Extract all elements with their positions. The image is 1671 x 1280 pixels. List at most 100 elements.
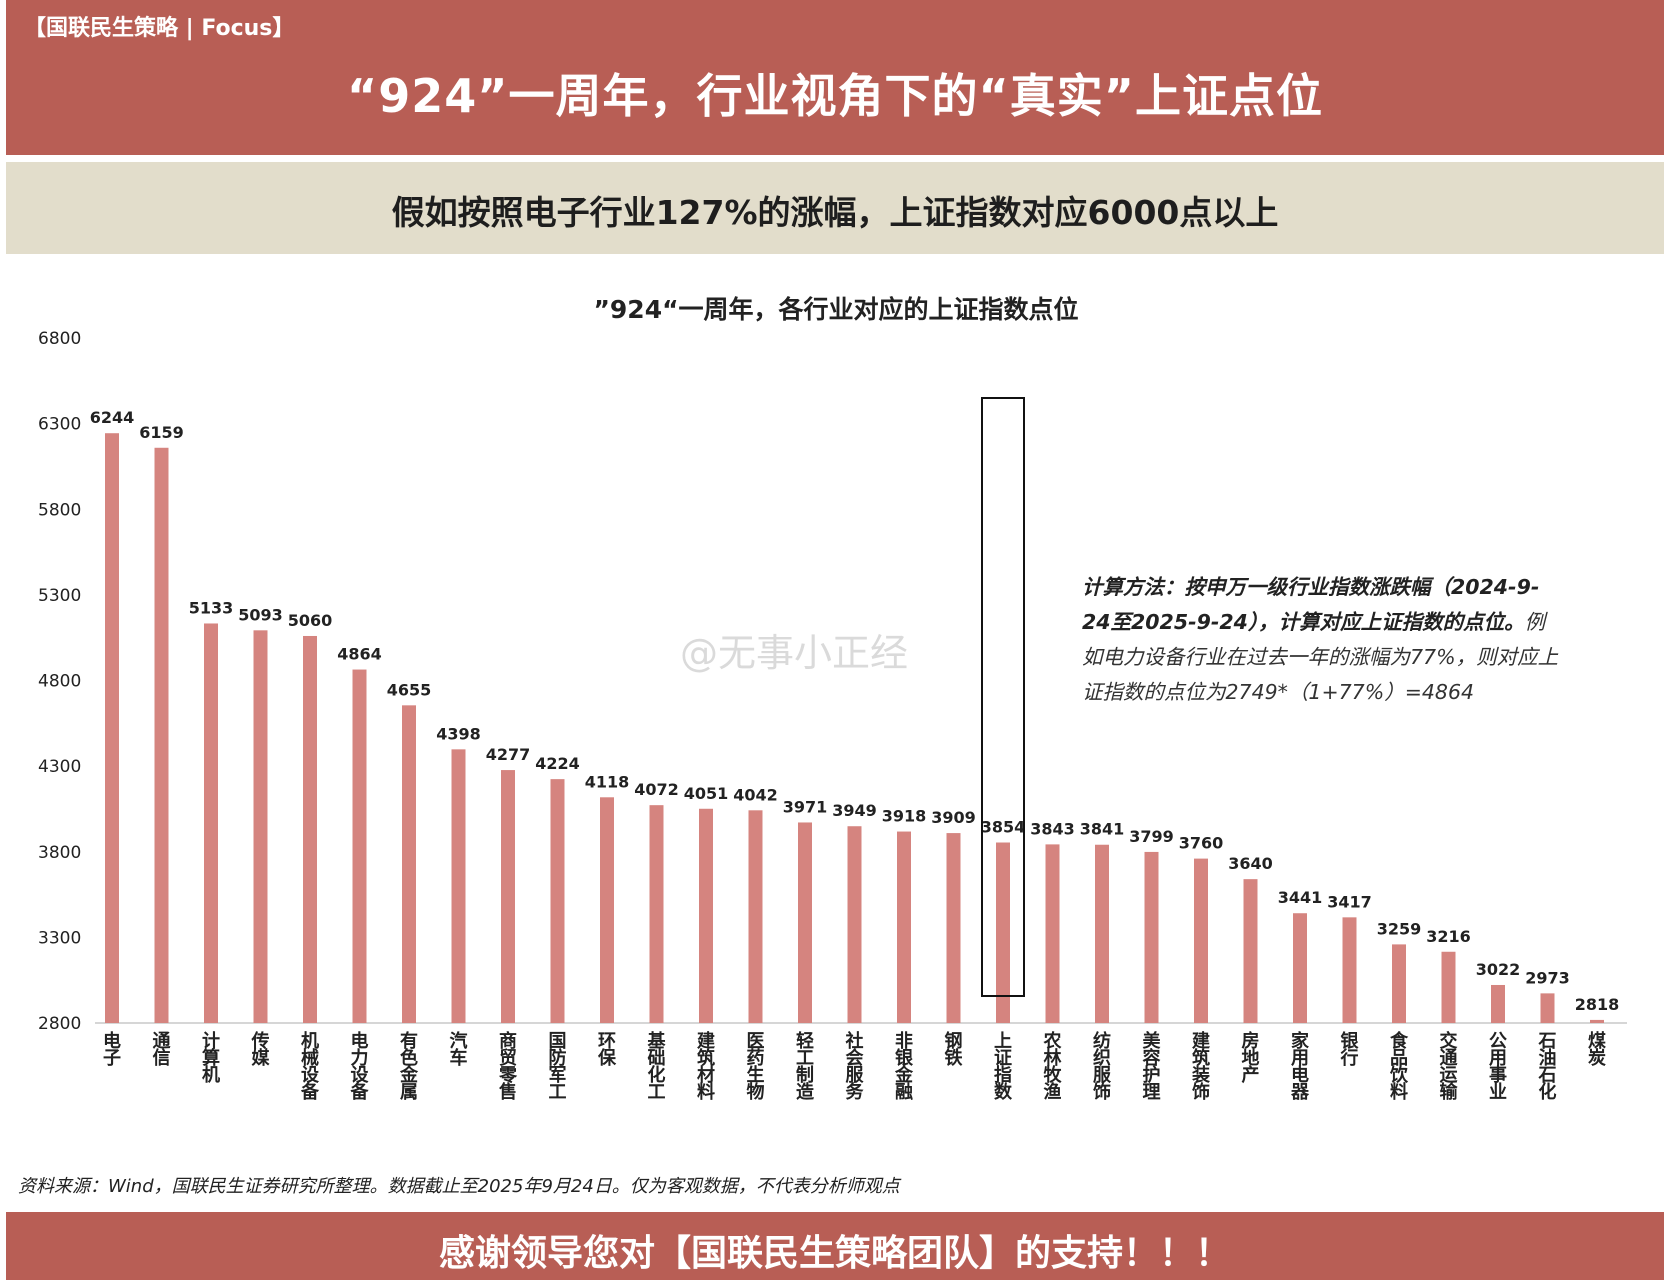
- data-label: 3918: [882, 807, 927, 826]
- category-label: 环保: [597, 1031, 617, 1069]
- method-note-text: 例如电力设备行业在过去一年的涨幅为77%，则对应上证指数的点位为2749*（1+…: [1082, 610, 1559, 704]
- data-label: 3417: [1327, 892, 1372, 911]
- bar: [501, 770, 515, 1023]
- y-tick-label: 5300: [38, 586, 81, 606]
- category-label: 农林牧渔: [1043, 1030, 1063, 1103]
- data-label: 3441: [1278, 888, 1323, 907]
- bar: [550, 779, 565, 1023]
- bar: [600, 797, 614, 1023]
- bar: [946, 833, 961, 1023]
- category-label: 通信: [153, 1031, 171, 1069]
- category-label: 钢铁: [945, 1030, 963, 1069]
- brand-tag: 【国联民生策略 | Focus】: [24, 16, 295, 41]
- data-label: 5093: [238, 605, 283, 624]
- subtitle-band: 假如按照电子行业127%的涨幅，上证指数对应6000点以上: [6, 162, 1664, 254]
- category-label: 传媒: [251, 1030, 271, 1069]
- data-label: 3799: [1129, 827, 1174, 846]
- bar: [1144, 851, 1159, 1023]
- data-label: 3949: [832, 801, 877, 820]
- category-label: 美容护理: [1143, 1030, 1161, 1103]
- data-label: 3760: [1179, 834, 1224, 853]
- category-label: 电力设备: [350, 1030, 370, 1103]
- data-label: 3843: [1030, 819, 1075, 838]
- thanks-text: 感谢领导您对【国联民生策略团队】的支持！！！: [438, 1233, 1231, 1274]
- data-label: 6159: [139, 423, 184, 442]
- data-label: 4072: [634, 780, 679, 799]
- category-label: 上证指数: [994, 1031, 1013, 1103]
- bar: [897, 831, 911, 1023]
- data-label: 3640: [1228, 854, 1273, 873]
- data-label: 4864: [337, 645, 382, 664]
- subtitle: 假如按照电子行业127%的涨幅，上证指数对应6000点以上: [391, 193, 1279, 232]
- bar: [1392, 944, 1406, 1023]
- bar: [352, 669, 367, 1023]
- data-label: 4655: [387, 680, 432, 699]
- data-label: 5060: [288, 611, 333, 630]
- data-label: 3971: [783, 797, 828, 816]
- data-label: 3216: [1426, 927, 1471, 946]
- page-title: “924”一周年，行业视角下的“真实”上证点位: [347, 69, 1323, 123]
- category-label: 电子: [103, 1030, 121, 1069]
- bar: [699, 808, 713, 1023]
- bar-chart: ”924“一周年，各行业对应的上证指数点位 2800 3300 3800 4300 480…: [38, 295, 1627, 1103]
- bar: [798, 822, 812, 1023]
- bar: [1590, 1019, 1604, 1023]
- category-label: 建筑装饰: [1192, 1030, 1210, 1103]
- bar: [1540, 993, 1555, 1023]
- category-label: 基础化工: [647, 1030, 667, 1103]
- data-label: 6244: [90, 408, 135, 427]
- bottom-banner: 感谢领导您对【国联民生策略团队】的支持！！！: [6, 1212, 1664, 1280]
- bar: [996, 842, 1010, 1023]
- data-label: 3909: [931, 808, 976, 827]
- bar: [649, 805, 664, 1023]
- category-label: 国防军工: [549, 1031, 567, 1103]
- category-label: 交通运输: [1440, 1030, 1459, 1103]
- data-label: 2818: [1575, 995, 1620, 1014]
- bar: [1491, 984, 1505, 1023]
- category-label: 公用事业: [1489, 1031, 1507, 1103]
- y-tick-label: 3800: [38, 843, 81, 863]
- bar: [1243, 879, 1258, 1023]
- data-label: 4277: [486, 745, 531, 764]
- y-tick-label: 5800: [38, 500, 81, 520]
- bar: [105, 433, 119, 1024]
- method-note: 计算方法：按申万一级行业指数涨跌幅（2024-9-24至2025-9-24），计…: [1082, 570, 1562, 710]
- data-label: 4224: [535, 754, 580, 773]
- y-tick-label: 6300: [38, 415, 81, 435]
- y-tick-label: 2800: [38, 1014, 81, 1034]
- data-label: 2973: [1525, 968, 1570, 987]
- category-label: 社会服务: [846, 1030, 865, 1103]
- bar: [1045, 844, 1060, 1023]
- y-tick-label: 6800: [38, 329, 81, 349]
- bar: [1441, 951, 1456, 1023]
- category-label: 银行: [1340, 1030, 1360, 1069]
- data-label: 3854: [981, 818, 1026, 837]
- bar: [451, 749, 466, 1023]
- data-label: 4051: [684, 784, 729, 803]
- source-note: 资料来源：Wind，国联民生证券研究所整理。数据截止至2025年9月24日。仅为…: [18, 1176, 900, 1197]
- category-label: 机械设备: [300, 1031, 320, 1103]
- y-tick-label: 3300: [38, 928, 81, 948]
- top-banner: 【国联民生策略 | Focus】 “924”一周年，行业视角下的“真实”上证点位: [6, 0, 1664, 155]
- category-label: 轻工制造: [796, 1030, 814, 1103]
- category-label: 商贸零售: [498, 1030, 518, 1103]
- bar: [253, 630, 268, 1023]
- bar: [1342, 917, 1357, 1023]
- method-note-bold: 计算方法：按申万一级行业指数涨跌幅（2024-9-24至2025-9-24），计…: [1082, 575, 1540, 634]
- bar: [1194, 858, 1208, 1023]
- bar: [1095, 844, 1109, 1023]
- data-label: 3259: [1377, 919, 1422, 938]
- data-label: 4118: [585, 772, 630, 791]
- category-label: 纺织服饰: [1093, 1030, 1112, 1103]
- category-label: 有色金属: [399, 1030, 419, 1103]
- category-label: 家用电器: [1290, 1030, 1310, 1103]
- y-tick-label: 4300: [38, 757, 81, 777]
- watermark: @无事小正经: [680, 631, 909, 675]
- category-label: 石油石化: [1538, 1031, 1557, 1103]
- y-tick-label: 4800: [38, 672, 81, 692]
- category-label: 房地产: [1242, 1030, 1260, 1086]
- data-label: 4042: [733, 785, 778, 804]
- data-label: 3841: [1080, 820, 1125, 839]
- category-label: 医药生物: [747, 1031, 765, 1103]
- chart-title: ”924“一周年，各行业对应的上证指数点位: [593, 295, 1078, 324]
